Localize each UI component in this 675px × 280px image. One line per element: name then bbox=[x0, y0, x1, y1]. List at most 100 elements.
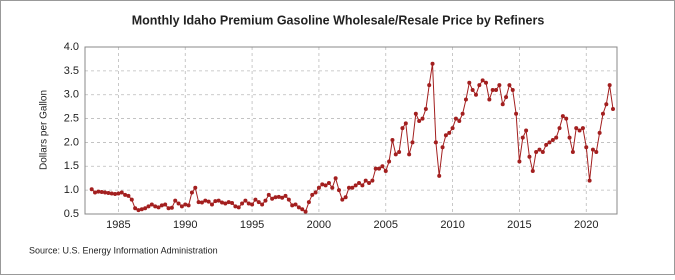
data-point bbox=[507, 83, 512, 88]
data-point bbox=[370, 178, 375, 183]
data-point bbox=[413, 111, 418, 116]
data-point bbox=[290, 203, 295, 208]
x-tick-label: 2000 bbox=[307, 219, 331, 231]
data-point bbox=[487, 97, 492, 102]
data-point bbox=[363, 178, 368, 183]
data-point bbox=[203, 198, 208, 203]
data-point bbox=[139, 207, 144, 212]
y-tick-label: 1.0 bbox=[64, 184, 79, 196]
data-point bbox=[393, 152, 398, 157]
data-point bbox=[417, 118, 422, 123]
data-point bbox=[380, 164, 385, 169]
data-point bbox=[199, 200, 204, 205]
data-point bbox=[590, 147, 595, 152]
data-point bbox=[437, 173, 442, 178]
data-point bbox=[390, 138, 395, 143]
data-point bbox=[273, 195, 278, 200]
data-point bbox=[514, 111, 519, 116]
data-point bbox=[480, 78, 485, 83]
data-point bbox=[544, 142, 549, 147]
x-tick-label: 2015 bbox=[507, 219, 531, 231]
y-tick-label: 3.5 bbox=[64, 65, 79, 77]
data-point bbox=[103, 190, 108, 195]
data-point bbox=[233, 204, 238, 209]
data-point bbox=[373, 166, 378, 171]
data-point bbox=[467, 80, 472, 85]
data-point bbox=[540, 149, 545, 154]
data-point bbox=[89, 187, 94, 192]
data-point bbox=[326, 180, 331, 185]
data-point bbox=[343, 195, 348, 200]
data-point bbox=[367, 180, 372, 185]
data-point bbox=[430, 61, 435, 66]
data-point bbox=[490, 87, 495, 92]
x-tick-label: 1990 bbox=[173, 219, 197, 231]
data-point bbox=[594, 149, 599, 154]
data-point bbox=[316, 185, 321, 190]
data-point bbox=[246, 201, 251, 206]
data-point bbox=[129, 197, 134, 202]
x-tick-label: 2020 bbox=[574, 219, 598, 231]
source-note: Source: U.S. Energy Information Administ… bbox=[29, 245, 218, 255]
data-point bbox=[587, 178, 592, 183]
data-point bbox=[149, 202, 154, 207]
data-point bbox=[166, 206, 171, 211]
data-point bbox=[286, 197, 291, 202]
x-tick-label: 2005 bbox=[374, 219, 398, 231]
data-point bbox=[473, 92, 478, 97]
data-point bbox=[600, 111, 605, 116]
data-point bbox=[303, 209, 308, 214]
data-point bbox=[580, 126, 585, 131]
data-point bbox=[604, 102, 609, 107]
data-point bbox=[550, 138, 555, 143]
data-point bbox=[524, 128, 529, 133]
data-point bbox=[433, 140, 438, 145]
data-point bbox=[607, 83, 612, 88]
data-point bbox=[407, 152, 412, 157]
data-point bbox=[534, 149, 539, 154]
data-point bbox=[397, 149, 402, 154]
data-point bbox=[477, 83, 482, 88]
y-tick-label: 4.0 bbox=[64, 41, 79, 53]
data-point bbox=[510, 87, 515, 92]
data-point bbox=[350, 185, 355, 190]
data-point bbox=[143, 206, 148, 211]
data-point bbox=[450, 126, 455, 131]
data-point bbox=[320, 182, 325, 187]
y-tick-label: 0.5 bbox=[64, 208, 79, 220]
data-point bbox=[206, 199, 211, 204]
data-point bbox=[340, 197, 345, 202]
data-point bbox=[423, 107, 428, 112]
data-point bbox=[357, 180, 362, 185]
data-point bbox=[530, 169, 535, 174]
data-point bbox=[597, 130, 602, 135]
data-point bbox=[447, 130, 452, 135]
data-point bbox=[136, 208, 141, 213]
plot-area bbox=[84, 46, 618, 215]
data-point bbox=[504, 95, 509, 100]
data-point bbox=[484, 80, 489, 85]
y-tick-label: 2.5 bbox=[64, 112, 79, 124]
data-point bbox=[333, 176, 338, 181]
data-point bbox=[310, 192, 315, 197]
data-point bbox=[196, 200, 201, 205]
data-point bbox=[189, 190, 194, 195]
data-point bbox=[236, 205, 241, 210]
data-point bbox=[276, 194, 281, 199]
data-point bbox=[336, 188, 341, 193]
data-point bbox=[126, 193, 131, 198]
data-point bbox=[574, 126, 579, 131]
data-point bbox=[270, 196, 275, 201]
data-point bbox=[517, 159, 522, 164]
data-point bbox=[173, 198, 178, 203]
data-point bbox=[230, 201, 235, 206]
data-point bbox=[293, 202, 298, 207]
data-point bbox=[497, 83, 502, 88]
data-point bbox=[253, 197, 258, 202]
data-point bbox=[377, 166, 382, 171]
data-point bbox=[280, 195, 285, 200]
data-point bbox=[116, 191, 121, 196]
data-point bbox=[470, 87, 475, 92]
data-point bbox=[557, 126, 562, 131]
